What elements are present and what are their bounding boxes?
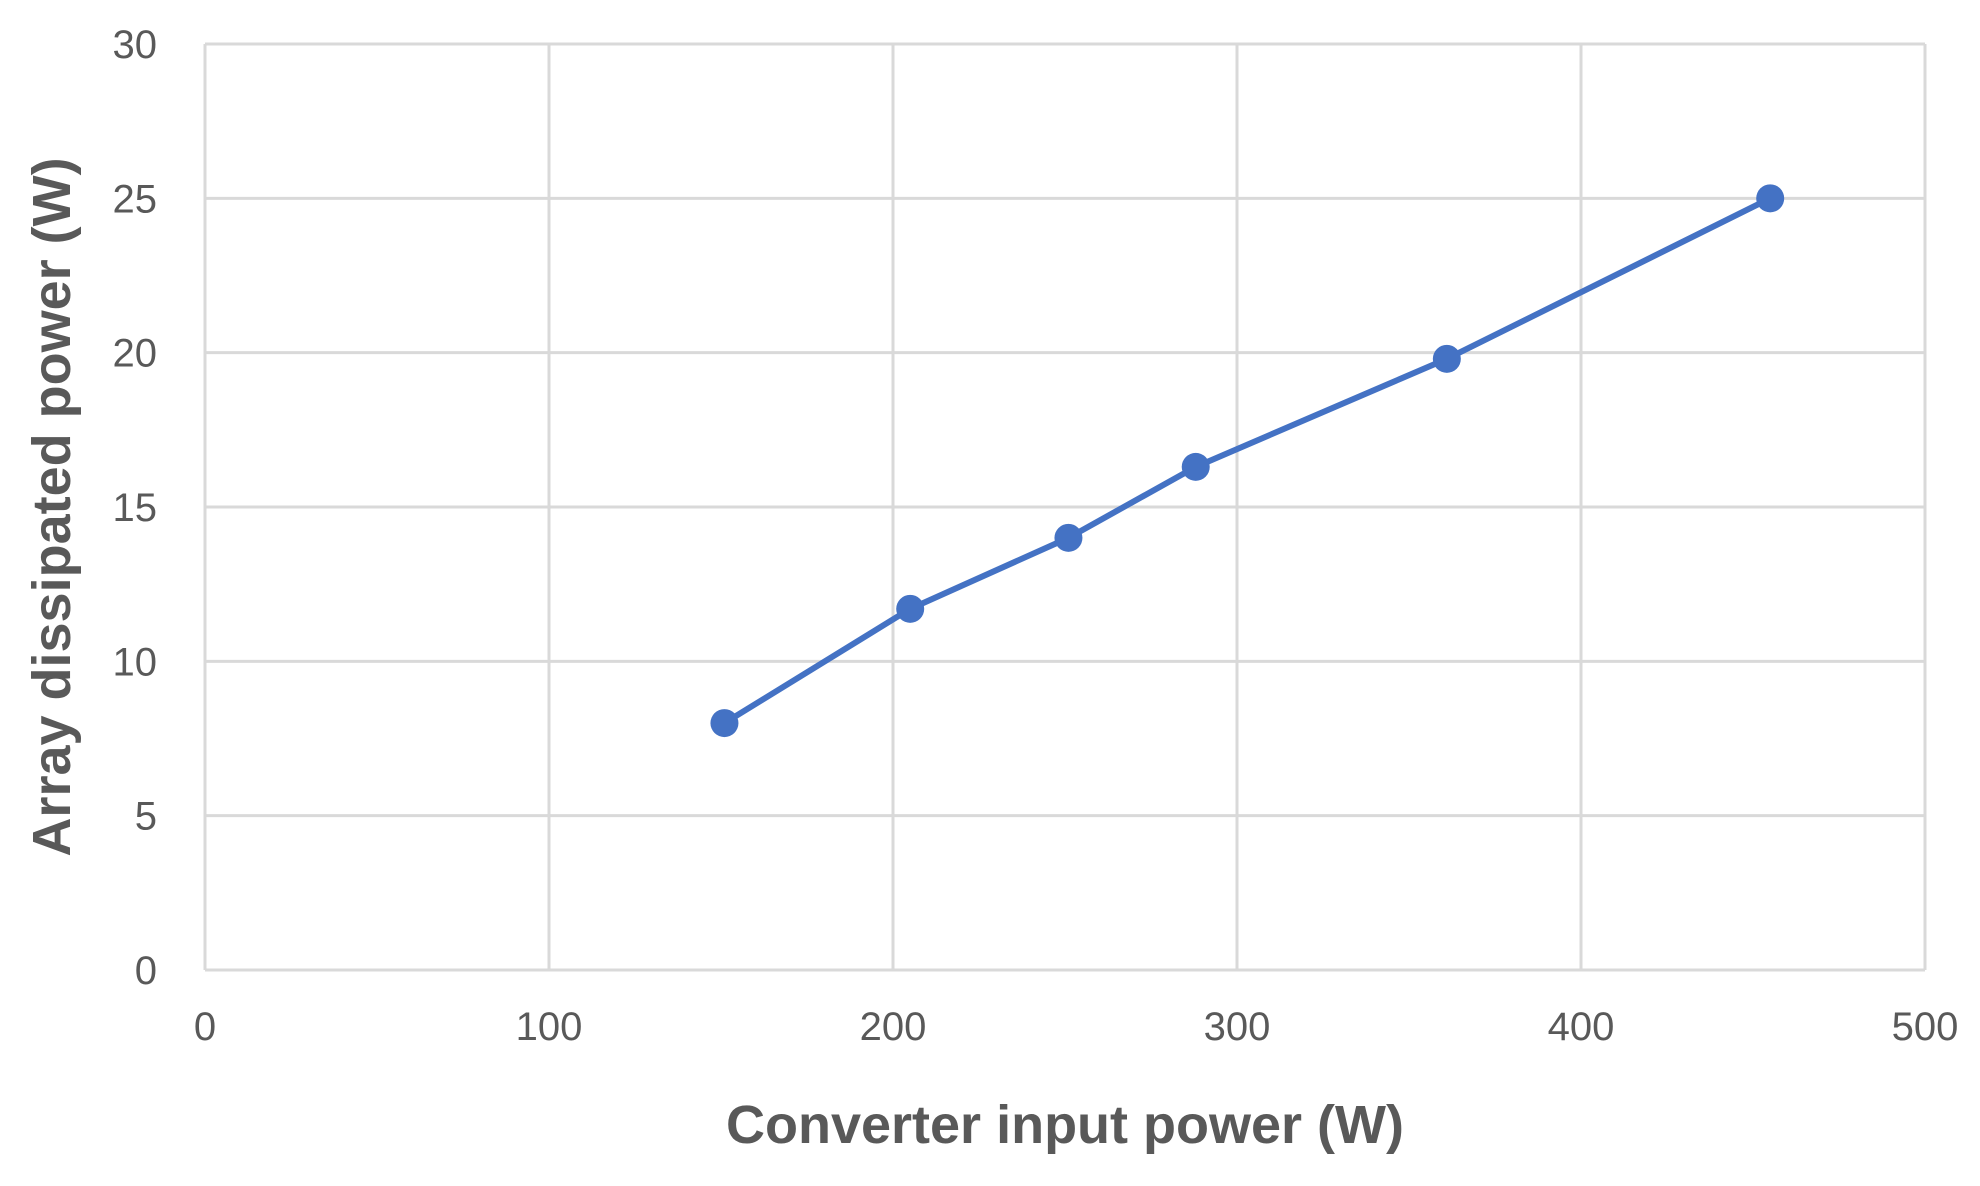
- series-line: [721, 195, 1774, 727]
- y-tick-label: 0: [135, 949, 157, 993]
- y-tick-label: 10: [113, 640, 158, 684]
- data-point: [1181, 452, 1210, 481]
- y-tick-label: 20: [113, 332, 158, 376]
- x-tick-label: 0: [194, 1005, 216, 1049]
- y-axis-title: Array dissipated power (W): [22, 157, 82, 856]
- y-tick-label: 5: [135, 795, 157, 839]
- x-tick-label: 300: [1204, 1005, 1271, 1049]
- data-point: [1432, 344, 1461, 373]
- data-point: [1054, 523, 1083, 552]
- axes: [203, 44, 1925, 972]
- x-tick-label: 100: [516, 1005, 583, 1049]
- series-layer: [710, 184, 1785, 738]
- data-point: [1756, 184, 1785, 213]
- y-tick-label: 25: [113, 177, 158, 221]
- x-tick-label: 500: [1892, 1005, 1959, 1049]
- x-tick-label: 200: [860, 1005, 927, 1049]
- data-point: [896, 594, 925, 623]
- data-point: [710, 709, 739, 738]
- x-tick-label: 400: [1548, 1005, 1615, 1049]
- grid-lines: [205, 42, 1927, 970]
- x-axis-title: Converter input power (W): [726, 1095, 1404, 1155]
- y-tick-label: 15: [113, 486, 158, 530]
- y-tick-label: 30: [113, 23, 158, 67]
